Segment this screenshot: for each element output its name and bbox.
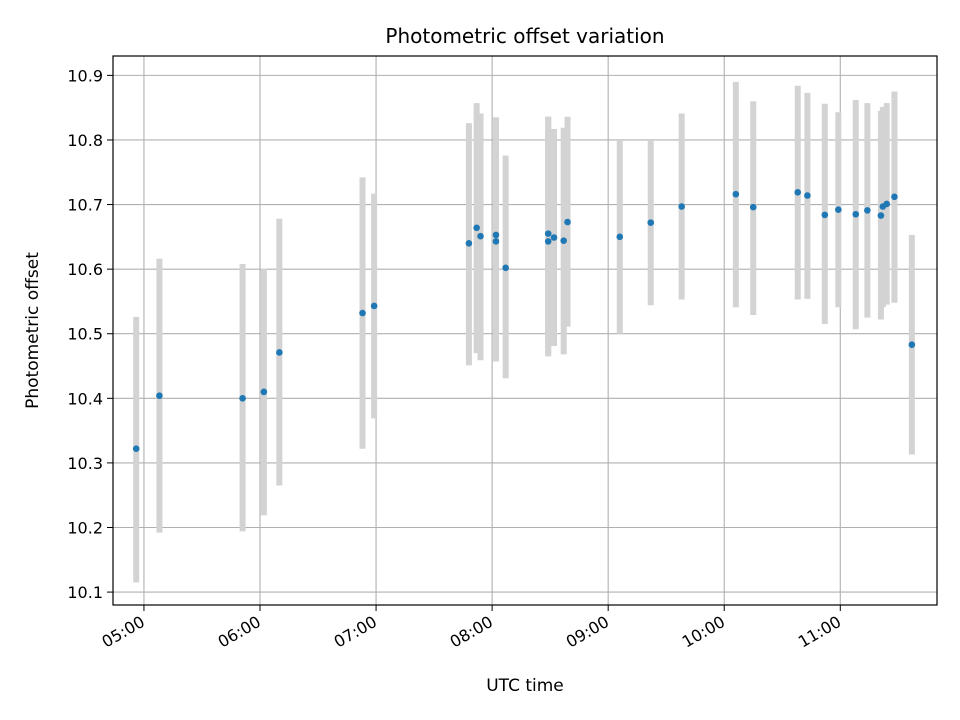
y-axis-label: Photometric offset bbox=[23, 252, 43, 409]
data-point bbox=[370, 302, 378, 310]
data-point bbox=[891, 193, 898, 201]
data-point bbox=[156, 392, 163, 400]
data-point bbox=[908, 341, 916, 349]
y-tick-label: 10.1 bbox=[67, 583, 103, 602]
data-point bbox=[544, 238, 552, 245]
data-point bbox=[678, 203, 685, 210]
data-points bbox=[132, 188, 916, 452]
y-axis-ticks: 10.1 10.2 10.3 10.4 10.5 10.6 10.7 10.8 10.9 bbox=[67, 66, 113, 602]
data-point bbox=[804, 192, 811, 199]
data-point bbox=[883, 200, 891, 208]
data-point bbox=[477, 232, 484, 240]
y-tick-label: 10.9 bbox=[67, 66, 103, 85]
data-point bbox=[560, 237, 567, 245]
plot-frame bbox=[112, 55, 938, 606]
data-point bbox=[852, 210, 860, 218]
y-tick-label: 10.4 bbox=[67, 389, 103, 408]
data-point bbox=[359, 309, 366, 317]
data-point bbox=[794, 188, 802, 196]
data-point bbox=[564, 218, 571, 226]
y-tick-label: 10.5 bbox=[67, 325, 103, 344]
data-point bbox=[732, 190, 740, 198]
chart-title: Photometric offset variation bbox=[385, 24, 664, 48]
y-tick-label: 10.8 bbox=[67, 131, 103, 150]
data-point bbox=[647, 219, 655, 226]
data-point bbox=[276, 349, 283, 356]
y-tick-label: 10.3 bbox=[67, 454, 103, 473]
y-tick-label: 10.7 bbox=[67, 196, 103, 215]
data-point bbox=[260, 388, 268, 396]
data-point bbox=[877, 212, 885, 219]
grid bbox=[113, 56, 937, 605]
data-point bbox=[749, 203, 757, 211]
data-point bbox=[821, 211, 829, 219]
data-point bbox=[132, 445, 140, 452]
data-point bbox=[835, 206, 842, 214]
data-point bbox=[465, 240, 473, 247]
y-tick-label: 10.2 bbox=[67, 518, 103, 537]
data-point bbox=[544, 230, 552, 237]
data-point bbox=[616, 233, 624, 241]
x-axis-label: UTC time bbox=[486, 676, 564, 696]
y-tick-label: 10.6 bbox=[67, 260, 103, 279]
data-point bbox=[492, 231, 500, 239]
data-point bbox=[502, 264, 509, 272]
data-point bbox=[473, 224, 480, 232]
data-point bbox=[550, 234, 558, 241]
data-point bbox=[864, 207, 871, 214]
data-point bbox=[239, 395, 246, 402]
data-point bbox=[492, 238, 500, 245]
